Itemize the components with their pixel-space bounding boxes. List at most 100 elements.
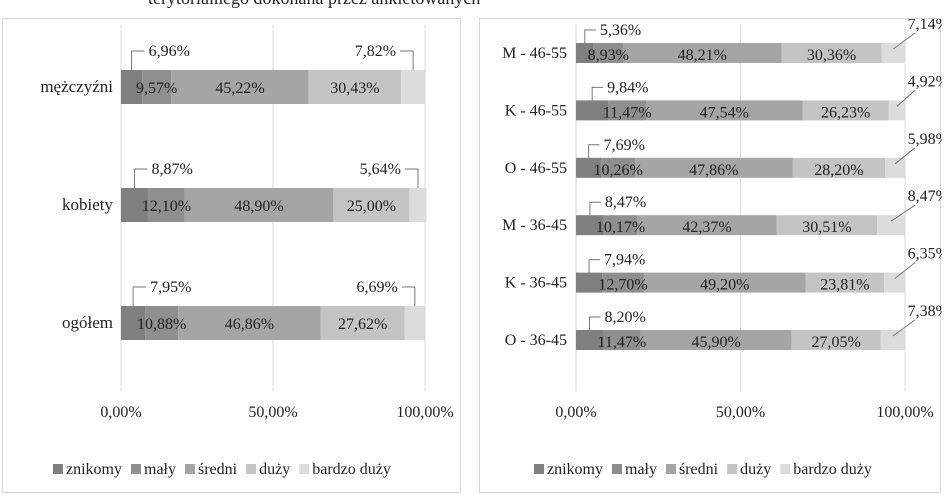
callout-line <box>131 50 145 70</box>
bar-segment-maly <box>593 43 624 63</box>
data-label-bardzo-duzy: 5,64% <box>360 161 401 178</box>
bar-segment-sredni <box>178 306 321 340</box>
callout-line <box>890 204 916 222</box>
legend-swatch-bardzo-duzy <box>299 464 310 474</box>
data-label-znikomy: 6,96% <box>149 43 190 60</box>
data-label-duzy: 30,36% <box>807 47 856 64</box>
data-label-sredni: 48,90% <box>234 198 283 215</box>
bar-segment-duzy <box>776 215 878 236</box>
category-label: kobiety <box>62 195 113 214</box>
bar-segment-znikomy <box>121 70 143 104</box>
data-label-sredni: 42,37% <box>682 219 731 236</box>
category-label: O - 36-45 <box>505 332 567 349</box>
data-label-bardzo-duzy: 4,92% <box>908 73 942 90</box>
bar-segment-sredni <box>184 188 334 222</box>
legend-swatch-znikomy <box>53 464 63 474</box>
chart-age-groups: 0,00% 50,00% 100,00% M - 46-55 8,93% 48,21% 30… <box>479 18 942 493</box>
bar-segment-sredni <box>640 330 792 350</box>
bar-segment-znikomy <box>576 215 604 236</box>
data-label-duzy: 28,20% <box>814 162 863 179</box>
bar-segment-znikomy <box>576 43 594 63</box>
bar-segment-duzy <box>308 70 402 104</box>
chart-gender-svg: 0,00% 50,00% 100,00% mężczyźni 9,57% 45,22% 30… <box>40 25 454 478</box>
data-label-maly: 10,17% <box>596 219 645 236</box>
callout-line <box>401 286 416 306</box>
data-label-bardzo-duzy: 6,69% <box>357 279 398 296</box>
data-label-sredni: 47,54% <box>700 104 749 121</box>
x-tick-label: 0,00% <box>555 404 596 421</box>
bar-segment-maly <box>142 70 172 104</box>
legend-swatch-sredni <box>666 464 676 474</box>
data-label-bardzo-duzy: 8,47% <box>908 188 942 205</box>
data-label-bardzo-duzy: 6,35% <box>908 246 942 263</box>
category-label: K - 36-45 <box>505 275 567 292</box>
callout-line <box>892 32 916 50</box>
legend-label-sredni: średni <box>679 461 719 478</box>
bar-segment-duzy <box>781 43 882 63</box>
chart-gender: 0,00% 50,00% 100,00% mężczyźni 9,57% 45,22% 30… <box>2 18 461 493</box>
chart-age-groups-svg: 0,00% 50,00% 100,00% M - 46-55 8,93% 48,21% 30… <box>502 19 942 478</box>
legend-label-bardzo-duzy: bardzo duży <box>312 461 391 478</box>
legend-label-duzy: duży <box>740 461 771 478</box>
bar-segment-maly <box>147 188 185 222</box>
bar-segment-maly <box>145 306 179 340</box>
data-label-maly: 11,47% <box>597 334 646 351</box>
data-label-maly: 8,93% <box>588 47 629 64</box>
bar-segment-znikomy <box>576 100 609 121</box>
legend-swatch-znikomy <box>534 464 544 474</box>
data-label-sredni: 45,22% <box>215 80 264 97</box>
bar-segment-sredni <box>646 100 803 121</box>
data-label-maly: 10,88% <box>137 316 186 333</box>
data-label-znikomy: 7,95% <box>150 279 191 296</box>
data-label-bardzo-duzy: 7,38% <box>908 303 942 320</box>
data-label-duzy: 30,51% <box>802 219 851 236</box>
chart-caption: terytorialnego dokonana przez ankietowan… <box>148 0 480 9</box>
data-label-sredni: 48,21% <box>678 47 727 64</box>
data-label-znikomy: 8,47% <box>605 194 646 211</box>
callout-line <box>589 201 601 216</box>
data-label-duzy: 30,43% <box>330 80 379 97</box>
bar-segment-duzy <box>792 157 886 178</box>
x-tick-label: 50,00% <box>248 404 297 421</box>
callout-line <box>404 168 419 188</box>
bar-segment-znikomy <box>121 306 146 340</box>
bar-segment-bardzo-duzy <box>884 272 905 293</box>
x-tick-label: 50,00% <box>716 404 765 421</box>
data-label-sredni: 45,90% <box>692 334 741 351</box>
bar-segment-sredni <box>623 43 782 63</box>
data-label-maly: 11,47% <box>603 104 652 121</box>
data-label-maly: 12,70% <box>598 277 647 294</box>
category-label: O - 46-55 <box>505 160 567 177</box>
bar-segment-sredni <box>637 215 777 236</box>
bar-segment-sredni <box>171 70 309 104</box>
x-tick-label: 100,00% <box>876 404 933 421</box>
data-label-znikomy: 8,20% <box>604 309 645 326</box>
bar-segment-bardzo-duzy <box>404 306 425 340</box>
bar-segment-maly <box>601 157 636 178</box>
bar-segment-znikomy <box>576 157 602 178</box>
legend-swatch-duzy <box>246 464 257 474</box>
data-label-duzy: 23,81% <box>820 277 869 294</box>
legend-swatch-maly <box>131 464 141 474</box>
data-label-znikomy: 7,69% <box>604 137 645 154</box>
data-label-sredni: 46,86% <box>225 316 274 333</box>
bar-segment-maly <box>602 272 644 293</box>
category-label: ogółem <box>62 313 113 332</box>
bar-segment-duzy <box>320 306 405 340</box>
callout-line <box>588 144 600 158</box>
legend-label-znikomy: znikomy <box>547 461 603 478</box>
legend-swatch-sredni <box>185 464 195 474</box>
x-tick-label: 100,00% <box>396 404 453 421</box>
category-label: M - 36-45 <box>502 217 567 234</box>
callout-line <box>133 168 148 188</box>
data-label-bardzo-duzy: 7,82% <box>355 43 396 60</box>
data-label-sredni: 47,86% <box>689 162 738 179</box>
bar-segment-znikomy <box>576 330 603 350</box>
data-label-bardzo-duzy: 5,98% <box>908 131 942 148</box>
category-label: K - 46-55 <box>505 102 567 119</box>
bar-segment-znikomy <box>576 272 603 293</box>
legend-label-sredni: średni <box>198 461 238 478</box>
callout-line <box>894 147 916 165</box>
bar-segment-znikomy <box>121 188 148 222</box>
bar-segment-sredni <box>635 157 793 178</box>
